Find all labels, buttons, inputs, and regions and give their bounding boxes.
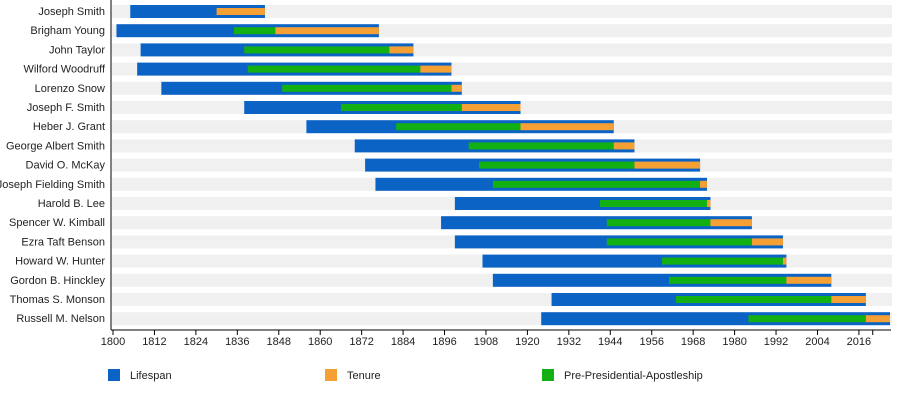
tenure-bar [461, 104, 521, 111]
legend-label-lifespan: Lifespan [130, 370, 172, 382]
row-label: Russell M. Nelson [16, 313, 105, 325]
apostleship-bar [247, 65, 421, 73]
legend-swatch-apostleship [542, 369, 554, 381]
row-label: Heber J. Grant [33, 121, 105, 133]
apostleship-bar [675, 296, 832, 303]
row-label: Thomas S. Monson [10, 294, 105, 306]
legend-swatch-lifespan [108, 369, 120, 381]
legend-swatch-tenure [325, 369, 337, 381]
row-label: John Taylor [49, 44, 105, 56]
x-tick-label: 2016 [847, 336, 871, 348]
tenure-bar [275, 27, 379, 35]
x-tick-label: 1800 [101, 336, 125, 348]
tenure-bar [786, 276, 832, 284]
tenure-bar [216, 8, 265, 15]
row-label: Howard W. Hunter [15, 256, 105, 268]
x-tick-label: 1848 [267, 336, 291, 348]
x-tick-label: 1824 [184, 336, 208, 348]
row-label: George Albert Smith [6, 140, 105, 152]
x-tick-label: 1980 [722, 336, 746, 348]
tenure-bar [634, 161, 701, 169]
apostleship-bar [662, 257, 783, 265]
apostleship-bar [668, 276, 787, 284]
row-label: Brigham Young [30, 25, 105, 37]
row-label: Joseph F. Smith [27, 102, 105, 114]
apostleship-bar [468, 142, 614, 150]
x-tick-label: 1908 [474, 336, 498, 348]
apostleship-bar [492, 180, 701, 188]
tenure-bar [865, 315, 890, 323]
x-tick-label: 1956 [639, 336, 663, 348]
row-label: Gordon B. Hinckley [10, 275, 105, 287]
apostleship-bar [479, 161, 635, 169]
apostleship-bar [396, 123, 521, 131]
tenure-bar [451, 84, 462, 92]
x-tick-label: 1920 [515, 336, 539, 348]
x-tick-label: 1968 [681, 336, 705, 348]
tenure-bar [782, 257, 787, 265]
apostleship-bar [282, 84, 452, 92]
apostleship-bar [599, 200, 707, 207]
apostleship-bar [748, 315, 866, 323]
tenure-bar [831, 296, 866, 303]
x-tick-label: 1872 [349, 336, 373, 348]
row-label: Ezra Taft Benson [21, 236, 105, 248]
x-tick-label: 2004 [805, 336, 829, 348]
apostleship-bar [606, 219, 711, 227]
row-label: Joseph Smith [38, 6, 105, 18]
tenure-bar [751, 238, 783, 246]
row-band [112, 5, 892, 18]
apostleship-bar [340, 104, 462, 111]
tenure-bar [700, 180, 707, 188]
apostleship-bar [233, 27, 276, 35]
tenure-bar [420, 65, 452, 73]
row-label: Harold B. Lee [38, 198, 105, 210]
tenure-bar [710, 219, 752, 227]
x-tick-label: 1836 [225, 336, 249, 348]
tenure-bar [389, 46, 414, 54]
x-tick-label: 1812 [142, 336, 166, 348]
row-label: Wilford Woodruff [23, 64, 105, 76]
x-tick-label: 1896 [432, 336, 456, 348]
row-label: Joseph Fielding Smith [0, 179, 105, 191]
x-tick-label: 1944 [598, 336, 622, 348]
legend-label-apostleship: Pre-Presidential-Apostleship [564, 370, 703, 382]
x-tick-label: 1932 [557, 336, 581, 348]
x-tick-label: 1860 [308, 336, 332, 348]
tenure-bar [706, 200, 711, 207]
legend-label-tenure: Tenure [347, 370, 381, 382]
apostleship-bar [606, 238, 752, 246]
x-tick-label: 1992 [764, 336, 788, 348]
row-label: Lorenzo Snow [35, 83, 105, 95]
x-tick-label: 1884 [391, 336, 415, 348]
tenure-bar [520, 123, 614, 131]
tenure-bar [613, 142, 635, 150]
apostleship-bar [244, 46, 390, 54]
row-label: Spencer W. Kimball [9, 217, 105, 229]
row-label: David O. McKay [26, 160, 106, 172]
